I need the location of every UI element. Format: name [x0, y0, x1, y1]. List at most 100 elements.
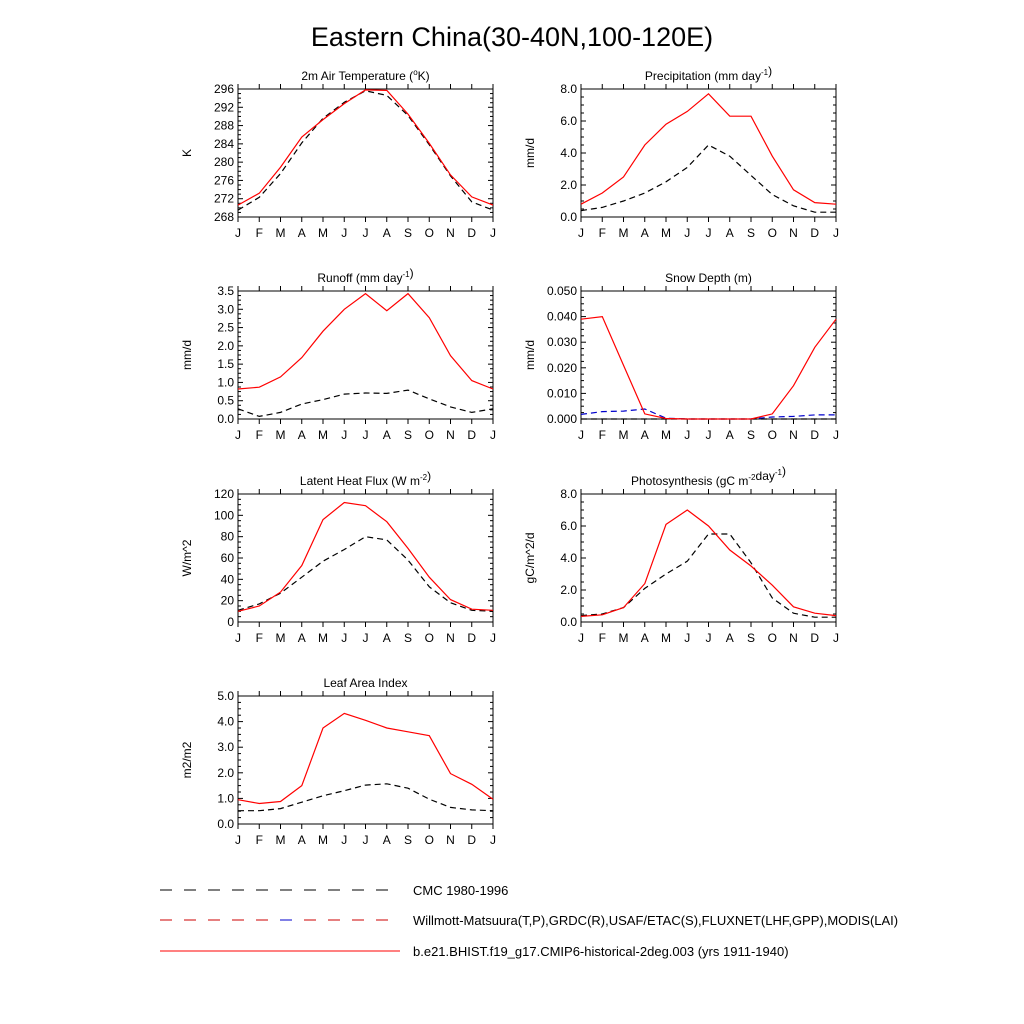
chart-title: Snow Depth (m) — [665, 271, 752, 285]
x-tick-label: M — [276, 226, 286, 240]
x-tick-label: J — [490, 833, 496, 847]
series-line-obs-dashed — [580, 533, 836, 618]
y-tick-label: 0 — [227, 615, 234, 629]
x-tick-label: F — [256, 428, 263, 442]
x-tick-label: J — [235, 226, 241, 240]
x-tick-label: D — [810, 631, 819, 645]
x-tick-label: J — [363, 833, 369, 847]
x-tick-label: D — [467, 631, 476, 645]
legend-label: CMC 1980-1996 — [413, 883, 508, 898]
y-tick-label: 2.0 — [560, 583, 577, 597]
y-axis-label: m2/m2 — [180, 741, 194, 778]
series-line-model — [237, 712, 494, 805]
x-tick-label: A — [298, 631, 306, 645]
x-tick-label: J — [833, 428, 839, 442]
x-tick-label: A — [641, 428, 649, 442]
x-tick-label: M — [661, 226, 671, 240]
panels: 2m Air Temperature (oK) K 268 272 276 280 284 2… — [180, 64, 839, 847]
x-tick-label: J — [235, 428, 241, 442]
x-tick-label: A — [383, 833, 391, 847]
x-tick-label: A — [726, 226, 734, 240]
y-tick-label: 5.0 — [217, 689, 234, 703]
x-tick-label: N — [446, 631, 455, 645]
x-tick-label: A — [383, 631, 391, 645]
plot-frame — [580, 493, 837, 623]
x-tick-label: D — [810, 428, 819, 442]
legend-item-3: b.e21.BHIST.f19_g17.CMIP6-historical-2de… — [160, 944, 789, 959]
y-tick-label: 0.0 — [217, 817, 234, 831]
chart-title: Photosynthesis (gC m-2day-1) — [631, 464, 786, 488]
x-tick-label: J — [833, 631, 839, 645]
x-tick-label: A — [298, 833, 306, 847]
chart-panel-5: Latent Heat Flux (W m-2) W/m^2 0 20 40 60 80 10… — [180, 469, 496, 645]
x-tick-label: M — [619, 631, 629, 645]
x-tick-label: N — [446, 833, 455, 847]
y-tick-label: 0.0 — [560, 210, 577, 224]
chart-title: Precipitation (mm day-1) — [645, 64, 772, 83]
x-tick-label: M — [318, 226, 328, 240]
x-tick-label: F — [599, 631, 606, 645]
x-tick-label: S — [747, 631, 755, 645]
x-tick-label: M — [318, 428, 328, 442]
plot-frame — [237, 290, 494, 420]
x-tick-label: J — [363, 428, 369, 442]
y-tick-label: 0.000 — [547, 412, 577, 426]
x-tick-label: S — [404, 631, 412, 645]
x-tick-label: J — [490, 428, 496, 442]
legend-label: Willmott-Matsuura(T,P),GRDC(R),USAF/ETAC… — [413, 913, 898, 928]
y-tick-label: 268 — [214, 210, 234, 224]
x-tick-label: A — [726, 631, 734, 645]
x-tick-label: D — [467, 833, 476, 847]
chart-panel-3: Runoff (mm day-1) mm/d 0.0 0.5 1.0 1.5 2.0 2.5 3… — [180, 266, 496, 442]
y-tick-label: 0.5 — [217, 394, 234, 408]
y-tick-label: 20 — [221, 594, 235, 608]
y-tick-label: 280 — [214, 155, 234, 169]
x-tick-label: M — [619, 428, 629, 442]
legend-item-1: CMC 1980-1996 — [160, 883, 508, 898]
y-tick-label: 8.0 — [560, 487, 577, 501]
x-tick-label: A — [726, 428, 734, 442]
y-tick-label: 1.0 — [217, 375, 234, 389]
y-axis-label: W/m^2 — [180, 539, 194, 576]
y-tick-label: 4.0 — [560, 551, 577, 565]
y-tick-label: 288 — [214, 119, 234, 133]
series-line-obs-dashed-blue — [580, 408, 836, 420]
x-tick-label: M — [276, 428, 286, 442]
x-tick-label: F — [256, 226, 263, 240]
x-tick-label: J — [684, 428, 690, 442]
legend-label: b.e21.BHIST.f19_g17.CMIP6-historical-2de… — [413, 944, 789, 959]
x-tick-label: A — [383, 226, 391, 240]
y-tick-label: 0.030 — [547, 335, 577, 349]
x-tick-label: J — [706, 631, 712, 645]
y-tick-label: 0.0 — [217, 412, 234, 426]
y-axis-label: mm/d — [180, 340, 194, 370]
legend-item-2: Willmott-Matsuura(T,P),GRDC(R),USAF/ETAC… — [160, 913, 898, 928]
chart-panel-1: 2m Air Temperature (oK) K 268 272 276 280 284 2… — [180, 68, 496, 240]
x-tick-label: M — [276, 833, 286, 847]
series-line-model — [580, 509, 837, 617]
plot-frame — [237, 88, 494, 218]
y-tick-label: 3.0 — [217, 740, 234, 754]
x-tick-label: S — [747, 428, 755, 442]
x-tick-label: D — [467, 226, 476, 240]
y-axis-label: mm/d — [523, 340, 537, 370]
x-tick-label: A — [383, 428, 391, 442]
x-tick-label: J — [363, 226, 369, 240]
x-tick-label: O — [768, 428, 777, 442]
chart-title: Leaf Area Index — [323, 676, 407, 690]
x-tick-label: F — [256, 631, 263, 645]
x-tick-label: O — [768, 226, 777, 240]
x-tick-label: M — [661, 631, 671, 645]
x-tick-label: J — [341, 428, 347, 442]
y-tick-label: 2.0 — [217, 766, 234, 780]
x-tick-label: S — [404, 833, 412, 847]
x-tick-label: J — [578, 226, 584, 240]
y-tick-label: 0.0 — [560, 615, 577, 629]
x-tick-label: J — [235, 833, 241, 847]
x-tick-label: M — [318, 833, 328, 847]
x-tick-label: D — [810, 226, 819, 240]
y-tick-label: 292 — [214, 100, 234, 114]
y-tick-label: 8.0 — [560, 82, 577, 96]
chart-panel-7: Leaf Area Index m2/m2 0.0 1.0 2.0 3.0 4.0 5.0 J F… — [180, 676, 496, 847]
